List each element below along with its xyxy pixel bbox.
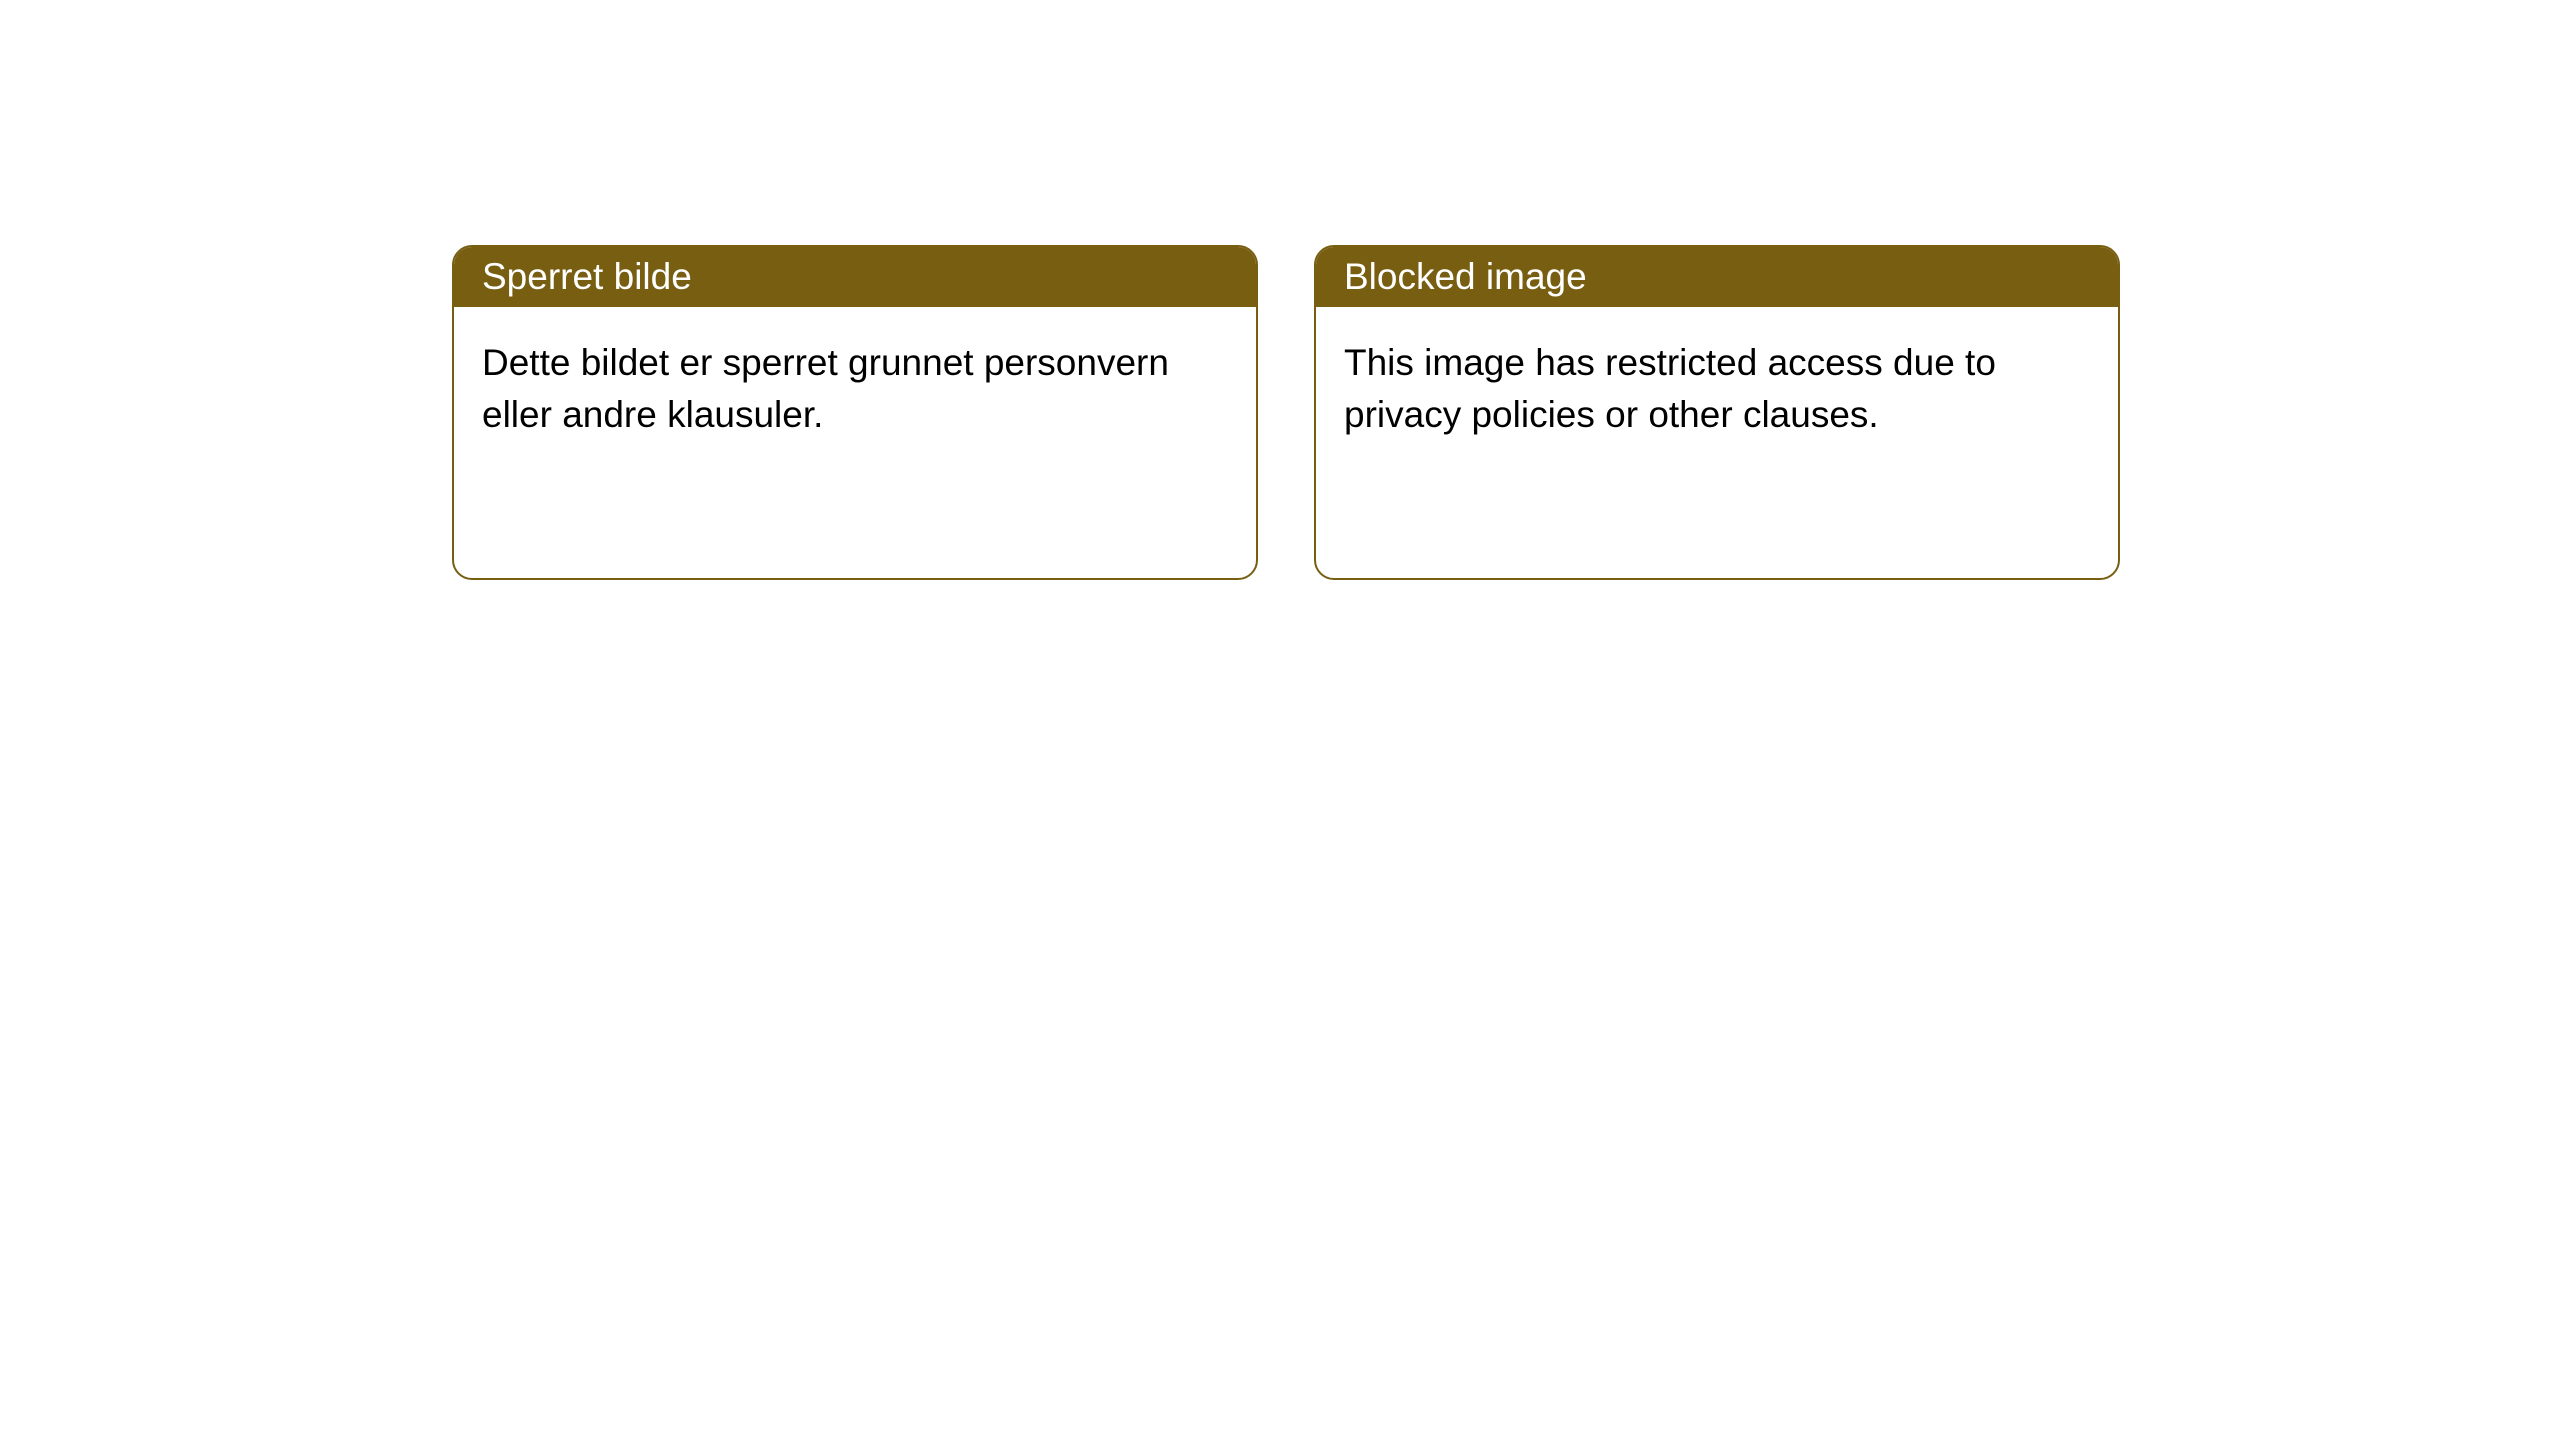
card-body: Dette bildet er sperret grunnet personve… — [454, 307, 1256, 471]
card-header: Blocked image — [1316, 247, 2118, 307]
notice-card-norwegian: Sperret bilde Dette bildet er sperret gr… — [452, 245, 1258, 580]
notice-container: Sperret bilde Dette bildet er sperret gr… — [0, 0, 2560, 580]
card-message: Dette bildet er sperret grunnet personve… — [482, 342, 1169, 435]
card-title: Blocked image — [1344, 256, 1587, 297]
notice-card-english: Blocked image This image has restricted … — [1314, 245, 2120, 580]
card-header: Sperret bilde — [454, 247, 1256, 307]
card-body: This image has restricted access due to … — [1316, 307, 2118, 471]
card-message: This image has restricted access due to … — [1344, 342, 1996, 435]
card-title: Sperret bilde — [482, 256, 692, 297]
